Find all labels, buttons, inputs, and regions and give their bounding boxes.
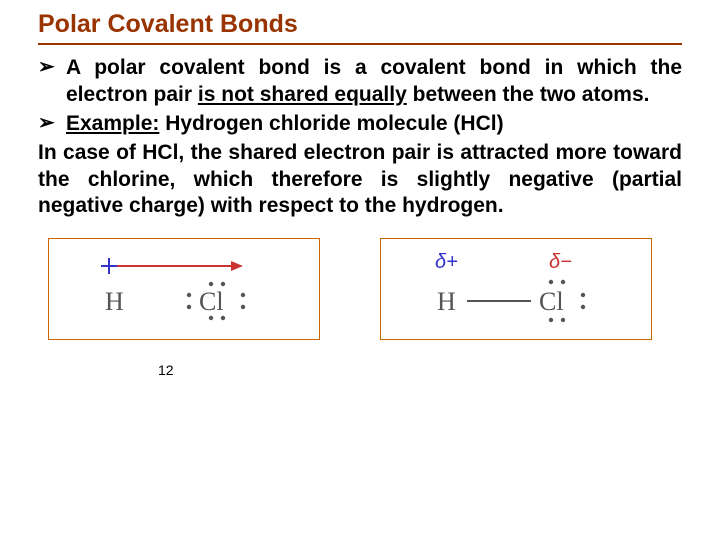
atom-h-label: H [105,287,124,316]
example-label: Example: [66,112,159,135]
example-text: Hydrogen chloride molecule (HCl) [159,112,503,135]
atom-h-label: H [437,287,456,316]
hcl-arrow-diagram: H Cl [59,244,309,334]
figures-row: H Cl δ+ δ− [48,238,682,340]
hcl-delta-diagram: δ+ δ− H Cl [391,244,641,334]
bullet-example: Example: Hydrogen chloride molecule (HCl… [38,111,682,138]
page-number: 12 [158,362,682,378]
atom-cl-label: Cl [539,287,564,316]
bullet-definition: A polar covalent bond is a covalent bond… [38,55,682,109]
text: A [66,56,94,79]
paragraph-explanation: In case of HCl, the shared electron pair… [38,140,682,221]
slide-body: A polar covalent bond is a covalent bond… [38,55,682,220]
underline-not-shared: is not shared equally [198,83,407,106]
delta-minus-label: δ− [549,251,572,273]
term-polar-covalent: polar covalent [94,56,244,79]
figure-dipole-arrow: H Cl [48,238,320,340]
text: between the two atoms. [407,83,650,106]
delta-plus-label: δ+ [435,251,458,273]
figure-partial-charges: δ+ δ− H Cl [380,238,652,340]
slide-title: Polar Covalent Bonds [38,10,682,45]
atom-cl-label: Cl [199,287,224,316]
